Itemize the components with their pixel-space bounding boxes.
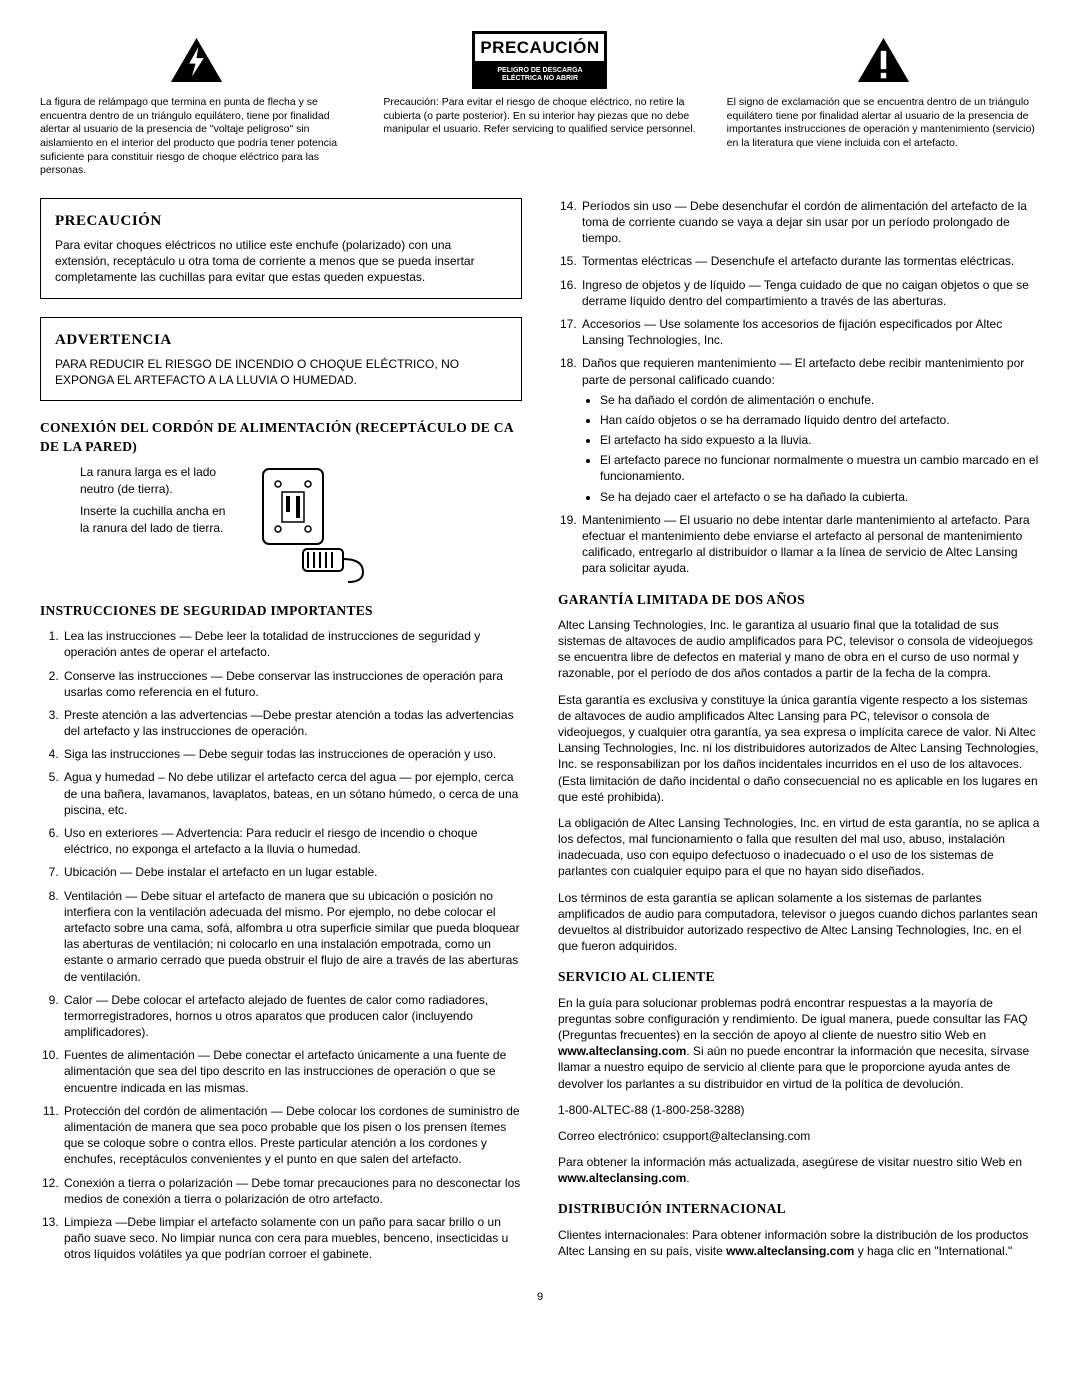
service-text: En la guía para solucionar problemas pod… [558,996,1028,1042]
plug-text-1: La ranura larga es el lado neutro (de ti… [80,464,230,498]
list-item: Mantenimiento — El usuario no debe inten… [580,512,1040,577]
caution-label-bottom: PELIGRO DE DESCARGA ELÉCTRICA NO ABRIR [475,64,604,86]
top-center-text: Precaución: Para evitar el riesgo de cho… [383,96,696,137]
precaucion-title: PRECAUCIÓN [55,211,507,231]
dist-url: www.alteclansing.com [726,1244,854,1258]
top-col-left: La figura de relámpago que termina en pu… [40,30,353,178]
plug-diagram-icon [248,464,378,588]
bullet-item: Han caído objetos o se ha derramado líqu… [600,412,1040,428]
top-right-text: El signo de exclamación que se encuentra… [727,96,1040,151]
list-item: Fuentes de alimentación — Debe conectar … [62,1047,522,1096]
list-item: Agua y humedad – No debe utilizar el art… [62,769,522,818]
list-item: Tormentas eléctricas — Desenchufe el art… [580,253,1040,269]
service-para-3: Para obtener la información más actualiz… [558,1154,1040,1186]
main-columns: PRECAUCIÓN Para evitar choques eléctrico… [40,198,1040,1270]
precaucion-body: Para evitar choques eléctricos no utilic… [55,237,507,286]
right-column: Períodos sin uso — Debe desenchufar el c… [558,198,1040,1270]
list-item: Siga las instrucciones — Debe seguir tod… [62,746,522,762]
service-text: Para obtener la información más actualiz… [558,1155,1022,1169]
exclamation-triangle-icon [856,30,911,90]
list-item: Lea las instrucciones — Debe leer la tot… [62,628,522,660]
plug-text-block: La ranura larga es el lado neutro (de ti… [80,464,230,537]
email-line: Correo electrónico: csupport@alteclansin… [558,1128,1040,1144]
list-item: Ingreso de objetos y de líquido — Tenga … [580,277,1040,309]
list-item: Ubicación — Debe instalar el artefacto e… [62,864,522,880]
bullet-item: Se ha dañado el cordón de alimentación o… [600,392,1040,408]
list-item: Daños que requieren mantenimiento — El a… [580,355,1040,505]
service-url: www.alteclansing.com [558,1171,686,1185]
list-item: Accesorios — Use solamente los accesorio… [580,316,1040,348]
bullet-item: El artefacto parece no funcionar normalm… [600,452,1040,484]
item18-sublist: Se ha dañado el cordón de alimentación o… [582,392,1040,505]
dist-para: Clientes internacionales: Para obtener i… [558,1227,1040,1259]
instructions-title: INSTRUCCIONES DE SEGURIDAD IMPORTANTES [40,602,522,620]
plug-diagram-area: La ranura larga es el lado neutro (de ti… [80,464,522,588]
left-column: PRECAUCIÓN Para evitar choques eléctrico… [40,198,522,1270]
precaucion-box: PRECAUCIÓN Para evitar choques eléctrico… [40,198,522,299]
caution-label-icon: PRECAUCIÓN PELIGRO DE DESCARGA ELÉCTRICA… [472,30,607,90]
list-item: Períodos sin uso — Debe desenchufar el c… [580,198,1040,247]
service-title: SERVICIO AL CLIENTE [558,968,1040,986]
list-item: Conserve las instrucciones — Debe conser… [62,668,522,700]
top-left-text: La figura de relámpago que termina en pu… [40,96,353,178]
dist-title: DISTRIBUCIÓN INTERNACIONAL [558,1200,1040,1218]
list-item: Calor — Debe colocar el artefacto alejad… [62,992,522,1041]
plug-text-2: Inserte la cuchilla ancha en la ranura d… [80,503,230,537]
warranty-para: La obligación de Altec Lansing Technolog… [558,815,1040,880]
bullet-item: Se ha dejado caer el artefacto o se ha d… [600,489,1040,505]
dist-text: y haga clic en "International." [854,1244,1012,1258]
period: . [686,1171,689,1185]
advertencia-title: ADVERTENCIA [55,330,507,350]
list-item-lead: Daños que requieren mantenimiento — El a… [582,356,1024,386]
top-col-right: El signo de exclamación que se encuentra… [727,30,1040,178]
list-item: Limpieza —Debe limpiar el artefacto sola… [62,1214,522,1263]
service-para-1: En la guía para solucionar problemas pod… [558,995,1040,1092]
list-item: Ventilación — Debe situar el artefacto d… [62,888,522,985]
top-symbol-row: La figura de relámpago que termina en pu… [40,30,1040,178]
warranty-para: Esta garantía es exclusiva y constituye … [558,692,1040,805]
warranty-para: Altec Lansing Technologies, Inc. le gara… [558,617,1040,682]
list-item: Conexión a tierra o polarización — Debe … [62,1175,522,1207]
bullet-item: El artefacto ha sido expuesto a la lluvi… [600,432,1040,448]
caution-label-top: PRECAUCIÓN [475,34,604,64]
instructions-list-left: Lea las instrucciones — Debe leer la tot… [40,628,522,1262]
bolt-triangle-icon [169,30,224,90]
warranty-para: Los términos de esta garantía se aplican… [558,890,1040,955]
page-number: 9 [40,1290,1040,1305]
list-item: Protección del cordón de alimentación — … [62,1103,522,1168]
warranty-title: GARANTÍA LIMITADA DE DOS AÑOS [558,591,1040,609]
service-url: www.alteclansing.com [558,1044,686,1058]
advertencia-box: ADVERTENCIA PARA REDUCIR EL RIESGO DE IN… [40,317,522,402]
plug-section-title: CONEXIÓN DEL CORDÓN DE ALIMENTACIÓN (REC… [40,419,522,455]
instructions-list-right: Períodos sin uso — Debe desenchufar el c… [558,198,1040,577]
top-col-center: PRECAUCIÓN PELIGRO DE DESCARGA ELÉCTRICA… [383,30,696,178]
list-item: Uso en exteriores — Advertencia: Para re… [62,825,522,857]
list-item: Preste atención a las advertencias —Debe… [62,707,522,739]
advertencia-body: PARA REDUCIR EL RIESGO DE INCENDIO O CHO… [55,356,507,388]
phone-line: 1-800-ALTEC-88 (1-800-258-3288) [558,1102,1040,1118]
